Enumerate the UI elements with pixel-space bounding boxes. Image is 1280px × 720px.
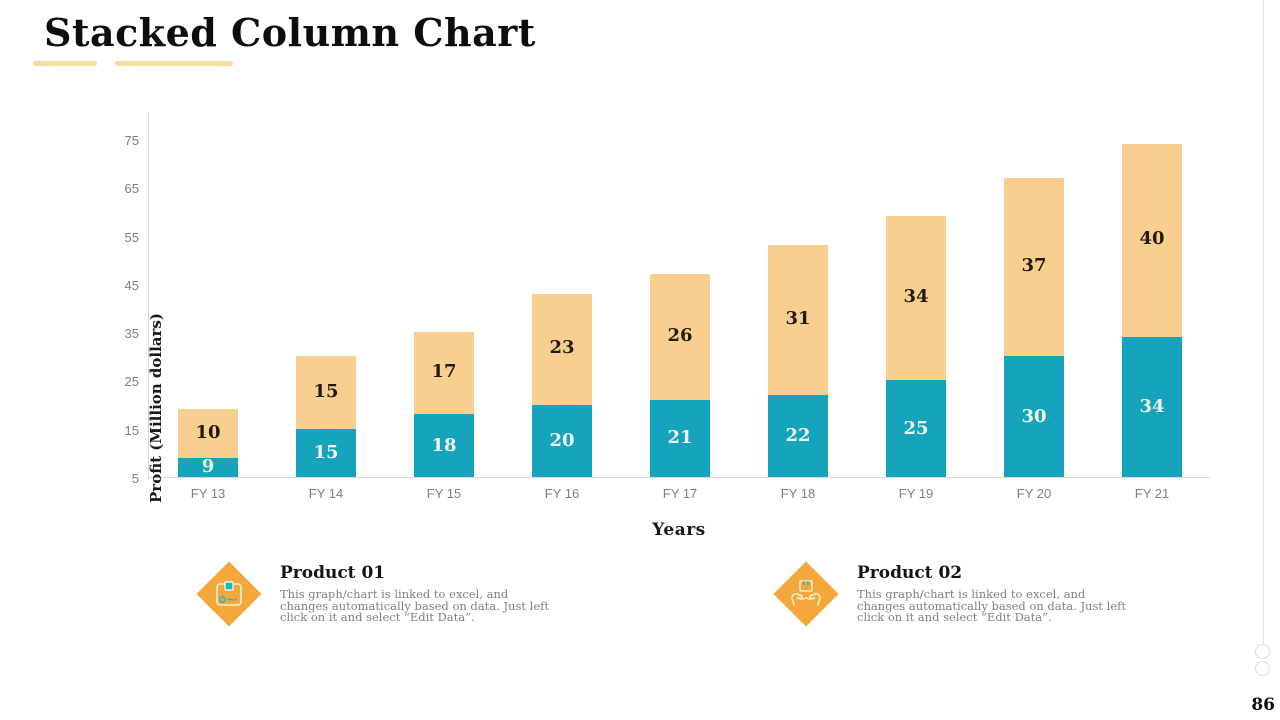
y-tick-label: 55 [124,229,139,245]
bar-segment-product-02: 34 [886,216,946,381]
bar-value-label: 30 [1021,405,1047,427]
right-edge-line [1263,0,1264,644]
bar-segment-product-01: 18 [414,414,474,477]
bar-value-label: 22 [785,424,811,446]
decorative-circle [1255,661,1270,676]
bar-value-label: 34 [903,286,929,308]
y-tick-label: 35 [124,326,139,342]
legend-label: Product 01 [280,563,386,583]
bar-value-label: 31 [785,308,811,330]
bar-segment-product-02: 26 [650,274,710,400]
bar-value-label: 10 [195,421,221,443]
bar-segment-product-02: 37 [1004,177,1064,357]
decorative-circle [1255,644,1270,659]
page-title: Stacked Column Chart [44,10,536,55]
y-tick-label: 15 [124,422,139,438]
bar-value-label: 15 [313,380,339,402]
bar-segment-product-02: 40 [1122,143,1182,337]
x-tick-label: FY 17 [662,486,698,501]
bar-value-label: 21 [667,427,693,449]
bar-value-label: 20 [549,429,575,451]
bar-segment-product-02: 23 [532,293,592,405]
bar-segment-product-02: 17 [414,332,474,415]
bar-value-label: 26 [667,324,693,346]
bar-segment-product-01: 15 [296,428,356,477]
y-tick-label: 5 [131,471,139,486]
y-tick-label: 65 [124,181,139,197]
bar-value-label: 9 [201,456,215,478]
bar-value-label: 37 [1021,254,1047,276]
bar-segment-product-02: 10 [178,409,238,458]
bar-segment-product-01: 30 [1004,356,1064,477]
page-number: 86 [1251,695,1275,715]
package-box-icon [216,581,242,606]
title-underline-long [115,61,233,66]
x-tick-label: FY 19 [898,486,934,501]
bar-value-label: 40 [1139,228,1165,250]
bar-segment-product-01: 9 [178,456,238,478]
x-tick-label: FY 18 [780,486,816,501]
y-tick-label: 45 [124,277,139,293]
bar-value-label: 25 [903,417,929,439]
y-tick-label: 25 [124,374,139,390]
x-tick-label: FY 20 [1016,486,1052,501]
x-tick-label: FY 14 [308,486,344,501]
bar-segment-product-01: 22 [768,394,828,477]
stacked-column-chart: Profit (Million dollars) 5 15 25 35 45 55 65 75… [125,112,1210,503]
legend-diamond [195,560,263,628]
bar-segment-product-02: 15 [296,356,356,429]
y-axis-title: Profit (Million dollars) [147,313,165,503]
y-tick-label: 75 [124,133,139,148]
bar-segment-product-01: 20 [532,404,592,477]
bar-value-label: 18 [431,434,457,456]
legend-description: This graph/chart is linked to excel, and… [857,587,1126,625]
title-underline-short [33,61,97,66]
bar-segment-product-01: 34 [1122,336,1182,477]
bar-segment-product-01: 21 [650,399,710,477]
x-axis-title: Years [652,520,706,540]
x-tick-label: FY 16 [544,486,580,501]
x-tick-label: FY 21 [1134,486,1170,501]
bar-value-label: 17 [431,361,457,383]
legend-diamond [772,560,840,628]
bar-value-label: 34 [1139,395,1165,417]
legend-item-product-01: Product 01 This graph/chart is linked to… [195,558,585,638]
bar-value-label: 23 [549,337,575,359]
legend-description: This graph/chart is linked to excel, and… [280,587,549,625]
bar-segment-product-01: 25 [886,380,946,477]
legend-label: Product 02 [857,563,963,583]
bar-value-label: 15 [313,441,339,463]
x-tick-label: FY 13 [190,486,226,501]
x-tick-label: FY 15 [426,486,462,501]
legend-item-product-02: Product 02 This graph/chart is linked to… [772,558,1162,638]
bar-segment-product-02: 31 [768,245,828,395]
hands-holding-box-icon [791,580,821,606]
